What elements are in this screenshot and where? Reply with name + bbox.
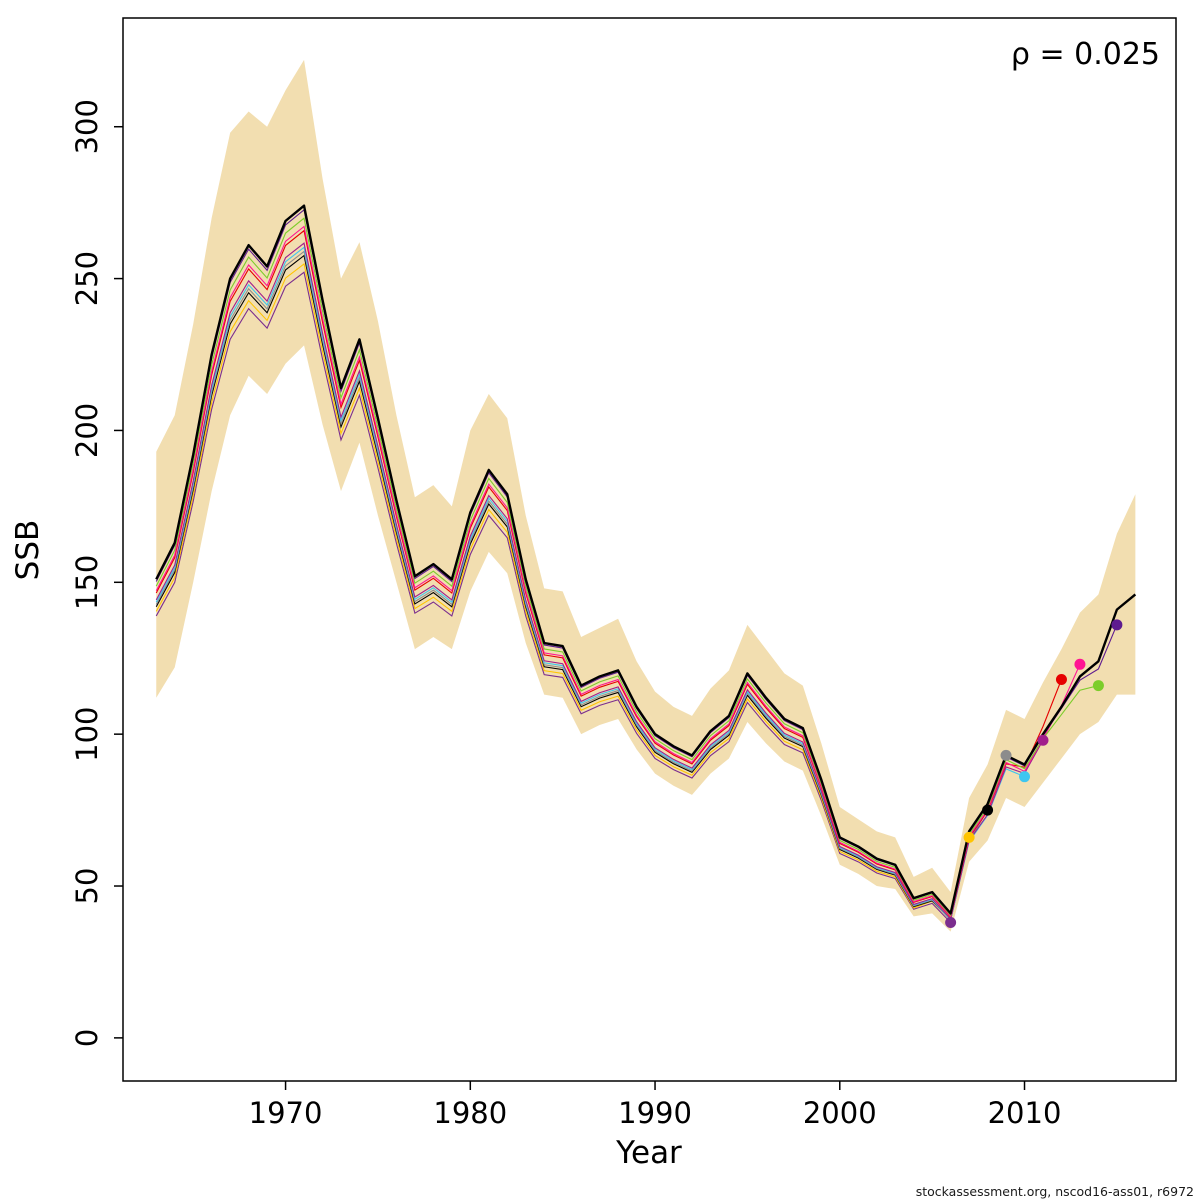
x-tick-label: 1990 (618, 1096, 692, 1130)
peel-2014-dot (1092, 680, 1104, 692)
peel-2007-dot (963, 831, 975, 843)
peel-2009-dot (1000, 749, 1012, 761)
current-assessment-line (155, 204, 1137, 915)
axes-layer: 1970 1980 1990 2000 2010 0 50 100 150 200 250 300 (70, 17, 1177, 1130)
x-axis-label: Year (615, 1135, 682, 1171)
y-tick-label: 150 (70, 555, 104, 610)
x-tick-label: 2000 (803, 1096, 877, 1130)
footer-credit: stockassessment.org, nscod16-ass01, r697… (916, 1184, 1194, 1199)
peel-2015-dot (1111, 619, 1123, 631)
confidence-band-layer (156, 59, 1136, 932)
rho-annotation: ρ = 0.025 (1011, 37, 1160, 72)
peel-2010-dot (1019, 771, 1031, 783)
peel-2006-line (155, 271, 952, 923)
y-tick-label: 200 (70, 403, 104, 458)
plot-border (122, 17, 1177, 1082)
peel-2010-line (155, 246, 1025, 921)
x-tick-label: 2010 (988, 1096, 1062, 1130)
peel-2008-dot (982, 804, 994, 816)
peel-2007-line (155, 262, 970, 920)
peel-2006-dot (945, 916, 957, 928)
peel-2008-line (155, 254, 989, 921)
y-tick-label: 0 (70, 1029, 104, 1047)
peel-2009-line (155, 250, 1007, 922)
peel-2013-dot (1074, 658, 1086, 670)
y-tick-label: 100 (70, 706, 104, 761)
y-tick-label: 300 (70, 99, 104, 154)
peel-2012-dot (1055, 673, 1067, 685)
x-tick-label: 1980 (433, 1096, 507, 1130)
y-tick-label: 50 (70, 868, 104, 905)
peel-2011-line (155, 242, 1044, 921)
confidence-band (156, 59, 1136, 932)
peel-2013-line (155, 225, 1081, 918)
y-tick-label: 250 (70, 251, 104, 306)
peel-2014-line (155, 217, 1099, 917)
main-series-layer (155, 204, 1137, 915)
x-tick-label: 1970 (249, 1096, 323, 1130)
y-axis-label: SSB (10, 520, 46, 581)
peel-2011-dot (1037, 734, 1049, 746)
terminal-year-dots-layer (945, 619, 1123, 928)
